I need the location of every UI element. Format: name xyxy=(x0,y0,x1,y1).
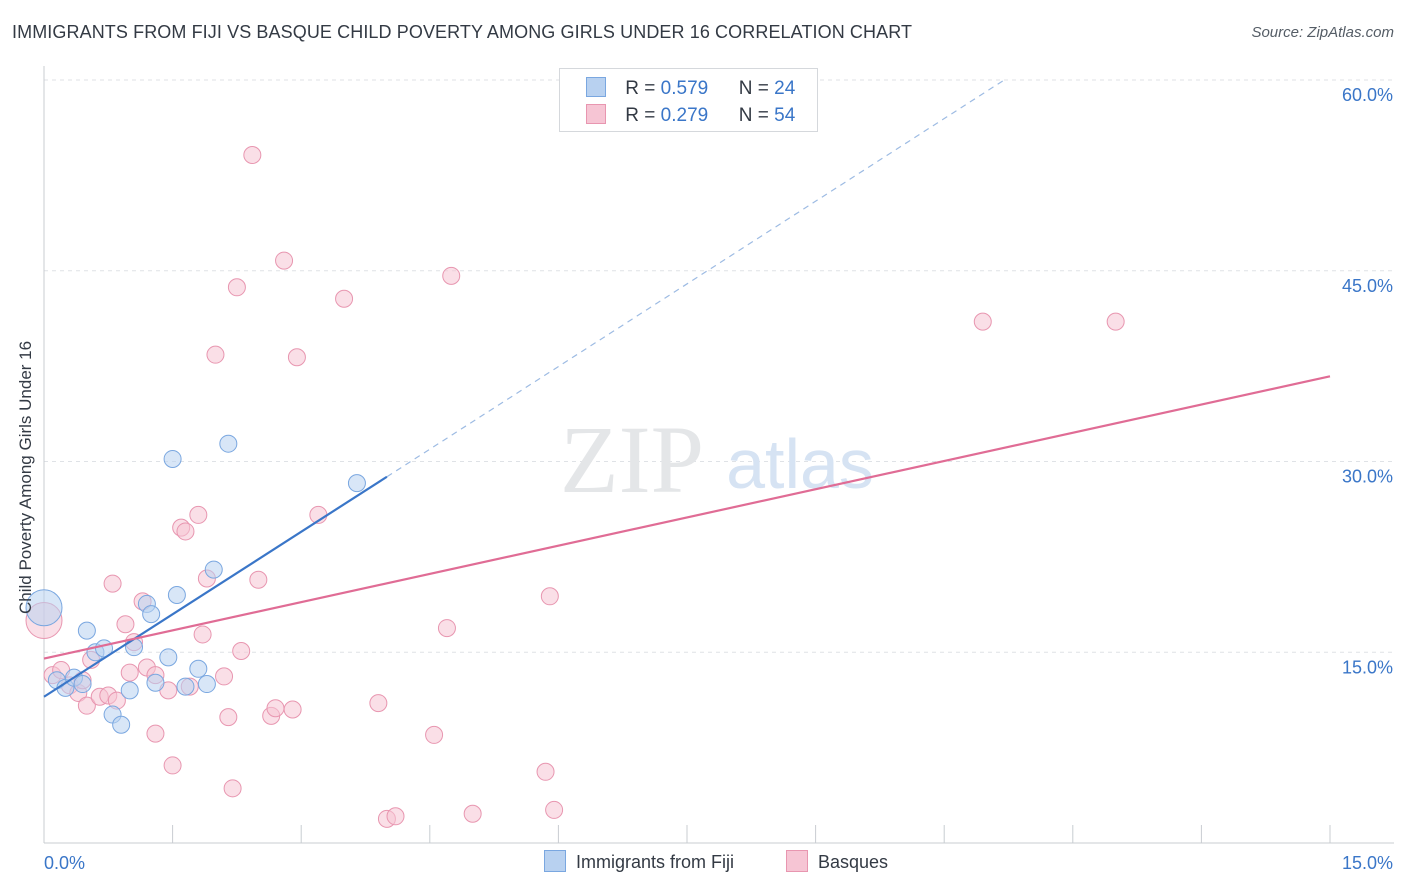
trend-lines xyxy=(43,79,1331,698)
legend-r-label: R = xyxy=(625,105,661,126)
legend-n-value: 24 xyxy=(774,78,796,99)
series-label-fiji: Immigrants from Fiji xyxy=(576,852,735,872)
data-point xyxy=(73,675,92,694)
x-tick-label: 0.0% xyxy=(44,853,85,873)
data-point xyxy=(215,667,234,686)
data-point xyxy=(206,345,225,364)
chart-title: IMMIGRANTS FROM FIJI VS BASQUE CHILD POV… xyxy=(12,22,913,42)
legend-row-basques: R = 0.279 N = 54 xyxy=(586,104,795,127)
data-point xyxy=(197,675,216,694)
legend-n-label: N = xyxy=(738,78,775,99)
data-point xyxy=(437,619,456,638)
data-point xyxy=(463,804,482,823)
legend-n-label: N = xyxy=(738,105,775,126)
data-point xyxy=(159,648,178,667)
legend-swatch-fiji xyxy=(586,77,606,97)
data-point xyxy=(275,251,294,270)
legend-row-fiji: R = 0.579 N = 24 xyxy=(586,77,795,100)
series-swatch-fiji xyxy=(544,850,566,872)
data-point xyxy=(77,621,96,640)
data-point xyxy=(219,708,238,727)
data-point xyxy=(189,659,208,678)
data-point xyxy=(442,266,461,285)
data-point xyxy=(112,715,131,734)
y-tick-label: 15.0% xyxy=(1342,657,1393,677)
watermark-zip: ZIP xyxy=(560,406,704,513)
data-point xyxy=(249,570,268,589)
data-point xyxy=(227,278,246,297)
trend-line xyxy=(43,375,1331,660)
data-point xyxy=(287,348,306,367)
data-point xyxy=(77,696,96,715)
data-point xyxy=(167,586,186,605)
data-point xyxy=(425,725,444,744)
data-point xyxy=(142,605,161,624)
legend-swatch-basques xyxy=(586,104,606,124)
data-point xyxy=(120,663,139,682)
data-point xyxy=(163,449,182,468)
data-point xyxy=(540,587,559,606)
data-point xyxy=(176,522,195,541)
data-point xyxy=(1106,312,1125,331)
legend-r-value: 0.579 xyxy=(660,78,709,99)
data-point xyxy=(116,615,135,634)
series-legend-fiji: Immigrants from Fiji xyxy=(544,850,734,873)
data-point xyxy=(266,699,285,718)
y-tick-label: 30.0% xyxy=(1342,467,1393,487)
data-point xyxy=(283,700,302,719)
data-point xyxy=(219,434,238,453)
series-swatch-basques xyxy=(786,850,808,872)
data-point xyxy=(545,800,564,819)
data-point xyxy=(103,574,122,593)
y-axis-title: Child Poverty Among Girls Under 16 xyxy=(16,340,35,614)
data-point xyxy=(347,474,366,493)
trend-line-extension xyxy=(386,79,1005,478)
data-point xyxy=(120,681,139,700)
axes xyxy=(43,66,1394,844)
data-point xyxy=(146,673,165,692)
data-point xyxy=(536,762,555,781)
data-point xyxy=(146,724,165,743)
data-point xyxy=(223,779,242,798)
legend-r-label: R = xyxy=(625,78,661,99)
tick-labels: 15.0% 30.0% 45.0% 60.0% 0.0% 15.0% xyxy=(44,85,1393,873)
source-label: Source: ZipAtlas.com xyxy=(1251,24,1394,41)
data-point xyxy=(193,625,212,644)
y-tick-label: 45.0% xyxy=(1342,276,1393,296)
data-point xyxy=(973,312,992,331)
watermark-atlas: atlas xyxy=(726,425,874,503)
data-point xyxy=(163,756,182,775)
trend-line xyxy=(43,475,388,698)
correlation-legend: R = 0.579 N = 24 R = 0.279 N = 54 xyxy=(559,68,818,132)
series-legend-basques: Basques xyxy=(786,850,888,873)
x-tick-label: 15.0% xyxy=(1342,853,1393,873)
data-point xyxy=(204,560,223,579)
data-point xyxy=(176,677,195,696)
legend-r-value: 0.279 xyxy=(660,105,709,126)
data-point xyxy=(232,641,251,660)
data-point xyxy=(25,589,63,627)
data-point xyxy=(369,694,388,713)
data-point xyxy=(335,289,354,308)
legend-n-value: 54 xyxy=(774,105,796,126)
data-point xyxy=(243,146,262,165)
data-point xyxy=(189,505,208,524)
series-label-basques: Basques xyxy=(818,852,889,872)
y-tick-label: 60.0% xyxy=(1342,85,1393,105)
data-point xyxy=(386,807,405,826)
